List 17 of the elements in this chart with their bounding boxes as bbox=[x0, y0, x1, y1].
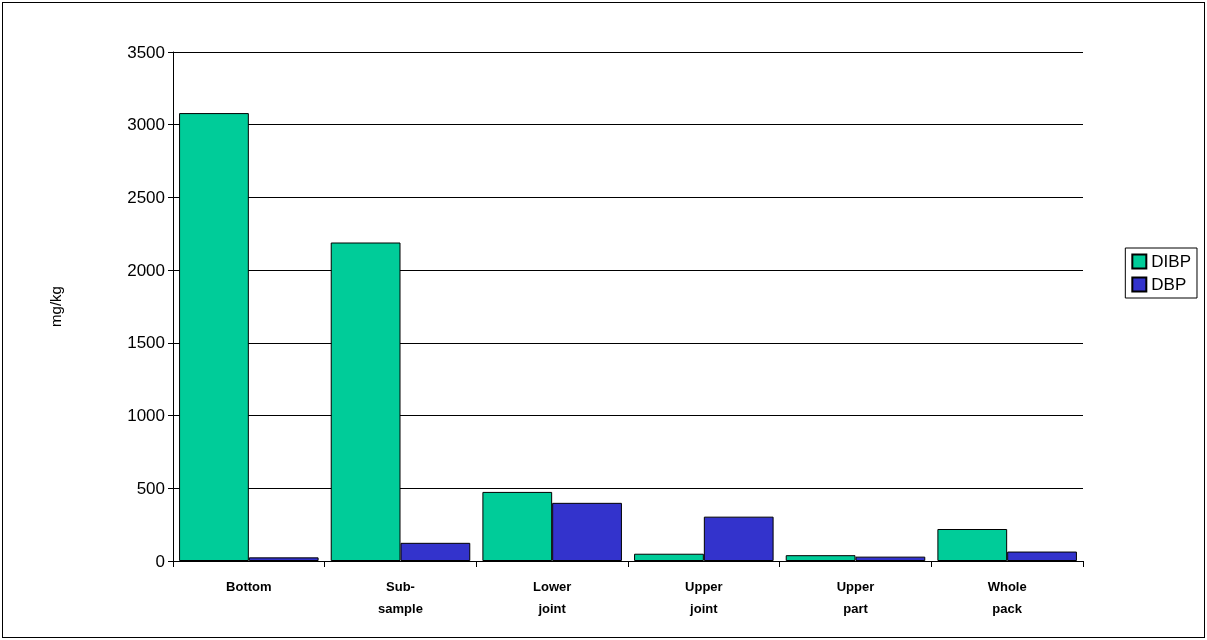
x-tick-label: Upper joint bbox=[685, 578, 723, 616]
legend-label: DBP bbox=[1151, 275, 1187, 294]
x-tick-label: Sub-sample bbox=[378, 578, 423, 616]
y-axis-title: mg/kg bbox=[47, 286, 64, 327]
y-tick-label: 500 bbox=[136, 478, 165, 498]
x-tick-label: Whole pack bbox=[987, 578, 1027, 616]
x-tick-label: Upper part bbox=[836, 578, 875, 616]
y-tick-label: 2000 bbox=[127, 260, 165, 280]
x-tick-label: Lower joint bbox=[533, 578, 572, 616]
y-tick-label: 3500 bbox=[127, 42, 165, 62]
y-tick-label: 0 bbox=[155, 551, 165, 571]
legend-label: DIBP bbox=[1151, 252, 1192, 271]
y-tick-label: 2500 bbox=[127, 187, 165, 207]
x-tick-label: Bottom bbox=[226, 578, 272, 594]
y-tick-label: 3000 bbox=[127, 115, 165, 135]
y-tick-label: 1000 bbox=[127, 406, 165, 426]
y-tick-label: 1500 bbox=[127, 333, 165, 353]
